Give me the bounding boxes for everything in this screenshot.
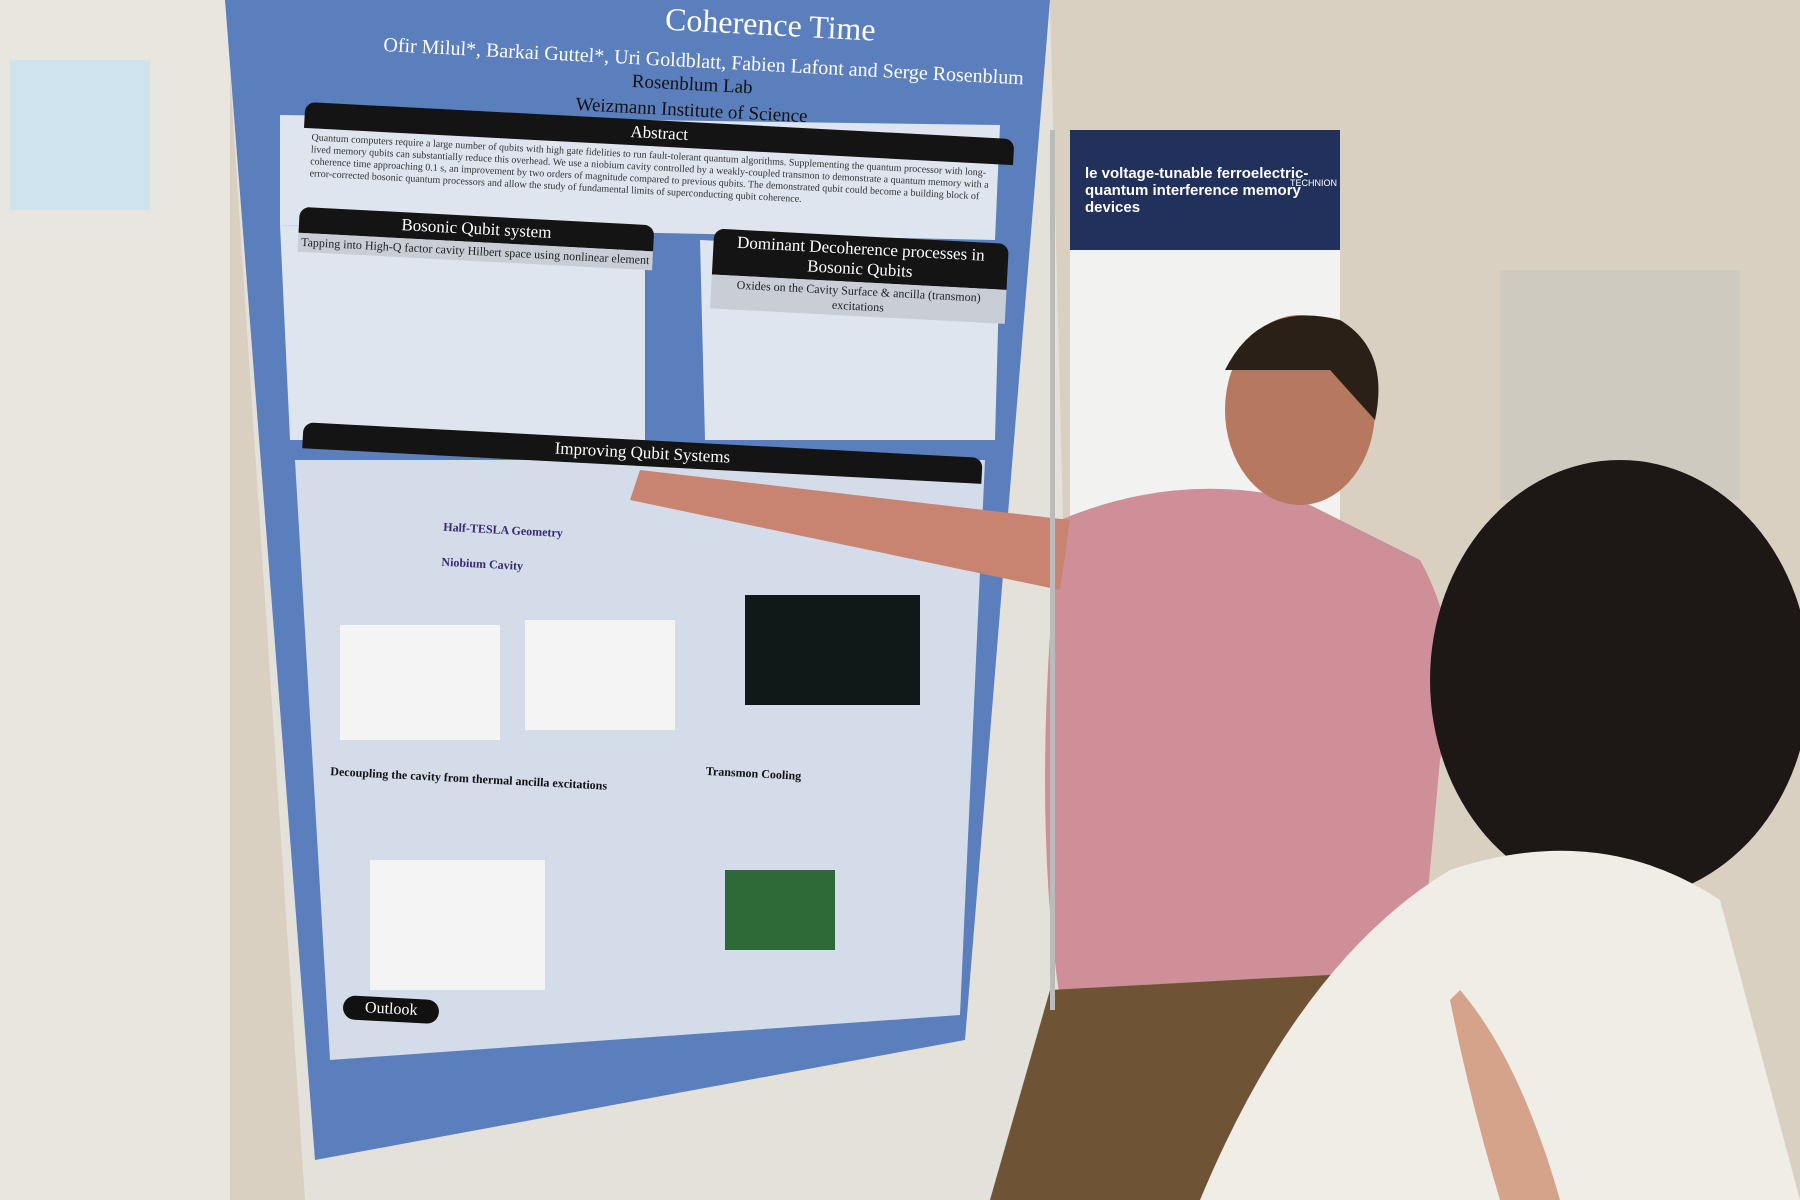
figure-label: Niobium Cavity	[441, 554, 524, 573]
improving-section: Improving Qubit Systems	[302, 422, 983, 484]
spectrum-plot	[745, 595, 920, 705]
woman-hair	[1430, 460, 1800, 900]
woman-top	[1200, 850, 1800, 1200]
right-poster-title: le voltage-tunable ferroelectric-quantum…	[1085, 165, 1309, 216]
decay-plot	[340, 625, 500, 740]
outlook-label: Outlook	[342, 995, 440, 1025]
right-poster-header	[1070, 130, 1340, 250]
bosonic-section: Bosonic Qubit system Tapping into High-Q…	[297, 206, 655, 271]
abstract-section: Abstract Quantum computers require a lar…	[301, 101, 1015, 221]
pointing-arm	[630, 470, 1070, 590]
bosonic-panel	[280, 225, 645, 440]
detuning-plot	[370, 860, 545, 990]
left-poster-figure	[10, 60, 150, 210]
figure-label: Transmon Cooling	[705, 763, 802, 783]
woman-hand	[1450, 990, 1560, 1200]
right-poster-logo: TECHNION	[1290, 178, 1337, 188]
board-edge	[1050, 130, 1055, 1010]
section-heading: Improving Qubit Systems	[302, 422, 983, 484]
cooling-plot	[725, 870, 835, 950]
figure-label: Half-TESLA Geometry	[442, 519, 564, 540]
decay-plot	[525, 620, 675, 730]
decoherence-section: Dominant Decoherence processes in Bosoni…	[710, 228, 1009, 324]
man-hair	[1225, 315, 1379, 420]
figure-label: Decoupling the cavity from thermal ancil…	[330, 764, 608, 793]
man-shirt	[1045, 488, 1452, 1000]
